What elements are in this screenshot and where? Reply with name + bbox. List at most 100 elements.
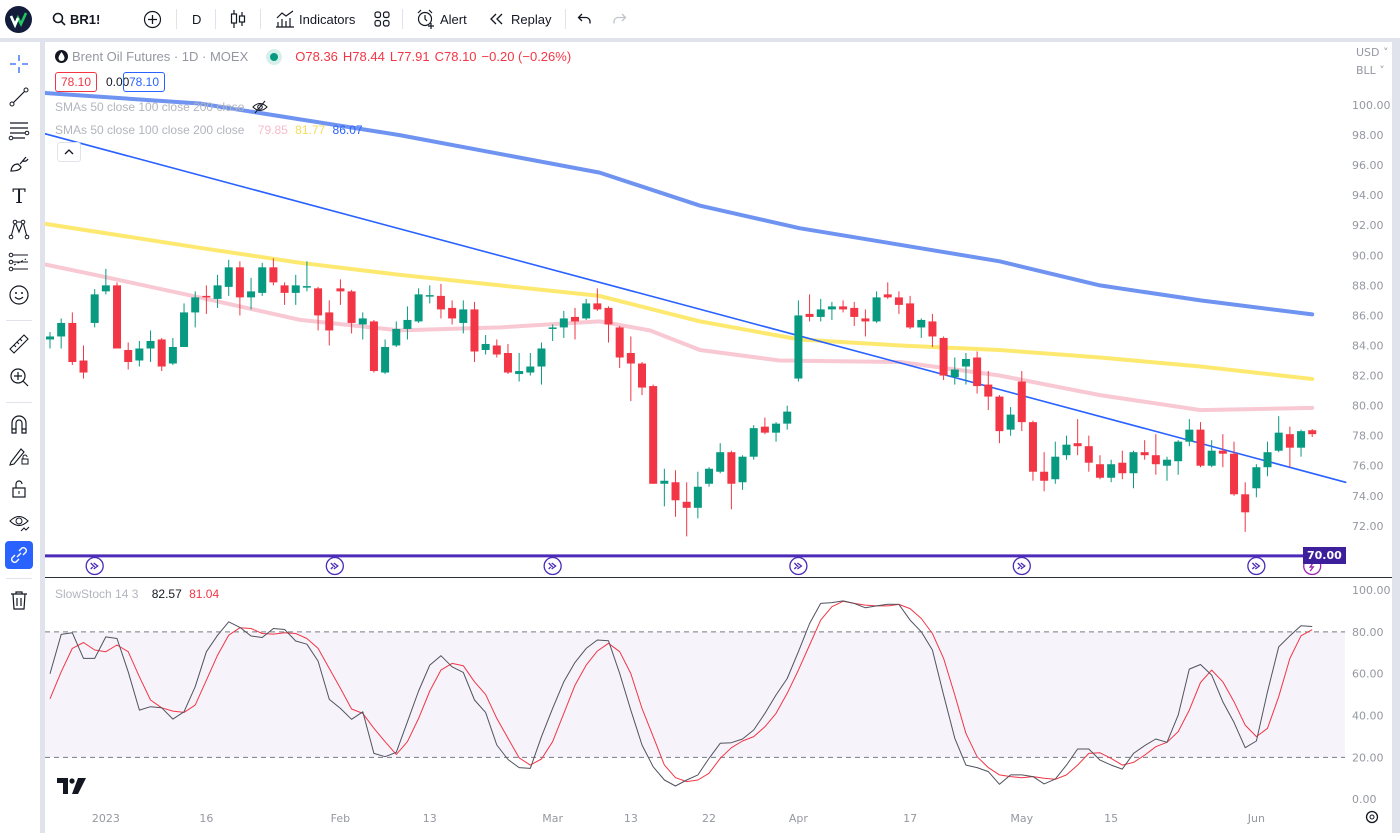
compare-symbol-button[interactable] bbox=[143, 0, 162, 38]
arrow-icon bbox=[330, 562, 339, 570]
candle-body bbox=[180, 312, 189, 347]
price-line-label[interactable]: 70.00 bbox=[1303, 547, 1346, 564]
dividend-event-icon[interactable] bbox=[325, 556, 344, 576]
undo-button[interactable] bbox=[577, 0, 593, 38]
currency-selector[interactable]: USD ˅ bbox=[1356, 46, 1389, 59]
zoom-in-tool[interactable] bbox=[5, 363, 33, 391]
candle-body bbox=[1062, 444, 1071, 456]
candle-down bbox=[269, 258, 278, 286]
lock-drawings-tool[interactable] bbox=[5, 442, 33, 470]
candle-body bbox=[660, 480, 669, 484]
candle-down bbox=[1017, 371, 1026, 432]
dividend-event-icon[interactable] bbox=[85, 556, 104, 576]
candle-up bbox=[381, 339, 390, 375]
indicators-button[interactable]: Indicators bbox=[275, 0, 355, 38]
chart-type-button[interactable] bbox=[230, 0, 246, 38]
candle-body bbox=[1241, 494, 1250, 513]
brush-tool[interactable] bbox=[5, 149, 33, 177]
price-axis-label: 100.00 bbox=[1352, 99, 1391, 112]
symbol-search-button[interactable]: BR1! bbox=[52, 0, 100, 38]
logo-button[interactable] bbox=[5, 0, 32, 38]
candle-body bbox=[1230, 453, 1239, 495]
candle-body bbox=[1285, 434, 1294, 448]
indicators-label: Indicators bbox=[299, 11, 356, 27]
candle-body bbox=[1118, 462, 1127, 474]
layouts-button[interactable] bbox=[374, 0, 390, 38]
magnet-icon bbox=[11, 415, 27, 434]
sync-drawings-tool[interactable] bbox=[5, 541, 33, 569]
pattern-tool[interactable] bbox=[5, 215, 33, 243]
dividend-event-icon[interactable] bbox=[543, 556, 562, 576]
price-axis-label: 80.00 bbox=[1352, 400, 1384, 413]
dividend-event-icon[interactable] bbox=[1247, 556, 1266, 576]
stoch-legend[interactable]: SlowStoch 14 3 82.57 81.04 bbox=[55, 587, 219, 601]
redo-button[interactable] bbox=[611, 0, 627, 38]
candle-down bbox=[604, 306, 613, 343]
symbol-title[interactable]: Brent Oil Futures · 1D · MOEX bbox=[72, 49, 249, 64]
candle-body bbox=[604, 307, 613, 325]
replay-button[interactable]: Replay bbox=[489, 0, 551, 38]
interval-button[interactable]: D bbox=[192, 0, 201, 38]
remove-drawings-tool[interactable] bbox=[5, 586, 33, 614]
candle-down bbox=[436, 283, 445, 319]
price-axis-label: 90.00 bbox=[1352, 249, 1384, 262]
candle-down bbox=[1308, 429, 1317, 438]
event-circle bbox=[543, 556, 562, 576]
candle-down bbox=[157, 337, 166, 372]
crosshair-tool[interactable] bbox=[5, 50, 33, 78]
candle-body bbox=[448, 307, 457, 319]
fib-tool[interactable] bbox=[5, 116, 33, 144]
candle-down bbox=[280, 282, 289, 305]
hide-drawings-tool[interactable] bbox=[5, 508, 33, 536]
candle-body bbox=[794, 315, 803, 379]
candle-down bbox=[682, 482, 691, 537]
tradingview-watermark-icon[interactable] bbox=[57, 778, 87, 794]
time-axis-label: May bbox=[1010, 812, 1033, 825]
gear-icon[interactable] bbox=[1365, 810, 1379, 824]
chart-panel[interactable]: 100.00 98.00 96.00 94.00 92.00 90.00 88.00 86.0… bbox=[45, 42, 1392, 833]
candle-down bbox=[861, 309, 870, 337]
buy-price-button[interactable]: 78.10 bbox=[123, 72, 166, 92]
text-tool[interactable]: T bbox=[5, 182, 33, 210]
measure-tool[interactable] bbox=[5, 330, 33, 358]
alert-button[interactable]: Alert bbox=[416, 0, 467, 38]
candle-body bbox=[90, 294, 99, 323]
candle-down bbox=[973, 351, 982, 394]
stoch-band-fill bbox=[45, 631, 1345, 758]
candle-body bbox=[403, 319, 412, 329]
stoch-k-line bbox=[49, 600, 1313, 787]
unit-selector[interactable]: BLL ˅ bbox=[1356, 64, 1385, 77]
candle-up bbox=[57, 318, 66, 349]
ohlc-low: L77.91 bbox=[389, 49, 430, 64]
candle-body bbox=[79, 360, 88, 373]
magnet-tool[interactable] bbox=[5, 410, 33, 438]
dividend-event-icon[interactable] bbox=[789, 556, 808, 576]
dividend-event-icon[interactable] bbox=[1012, 556, 1031, 576]
candle-body bbox=[693, 486, 702, 508]
eye-crossed-icon[interactable] bbox=[252, 100, 269, 114]
candle-body bbox=[46, 336, 54, 340]
sma-legend[interactable]: SMAs 50 close 100 close 200 close 79.85 … bbox=[55, 123, 363, 137]
time-axis-label: 13 bbox=[423, 812, 437, 825]
prediction-tool[interactable] bbox=[5, 248, 33, 276]
divider bbox=[6, 578, 32, 579]
time-axis-label: Jun bbox=[1247, 812, 1265, 825]
sell-price-button[interactable]: 78.10 bbox=[55, 72, 98, 92]
candle-up bbox=[46, 331, 54, 349]
candle-down bbox=[839, 300, 848, 313]
candle-down bbox=[492, 339, 501, 358]
market-open-status-icon[interactable] bbox=[270, 52, 279, 61]
candle-down bbox=[850, 301, 859, 326]
candle-body bbox=[850, 307, 859, 317]
icons-tool[interactable] bbox=[5, 281, 33, 309]
candle-up bbox=[1207, 440, 1216, 468]
candle-down bbox=[314, 286, 323, 331]
time-axis-label: Apr bbox=[789, 812, 809, 825]
price-chart[interactable]: 100.00 98.00 96.00 94.00 92.00 90.00 88.00 86.0… bbox=[45, 42, 1392, 833]
trend-line-tool[interactable] bbox=[5, 83, 33, 111]
sma-legend-hidden[interactable]: SMAs 50 close 100 close 200 close bbox=[55, 100, 269, 114]
collapse-legend-button[interactable] bbox=[57, 142, 81, 162]
lock-all-tool[interactable] bbox=[5, 475, 33, 503]
price-axis-label: 82.00 bbox=[1352, 370, 1384, 383]
candle-body bbox=[626, 352, 635, 364]
